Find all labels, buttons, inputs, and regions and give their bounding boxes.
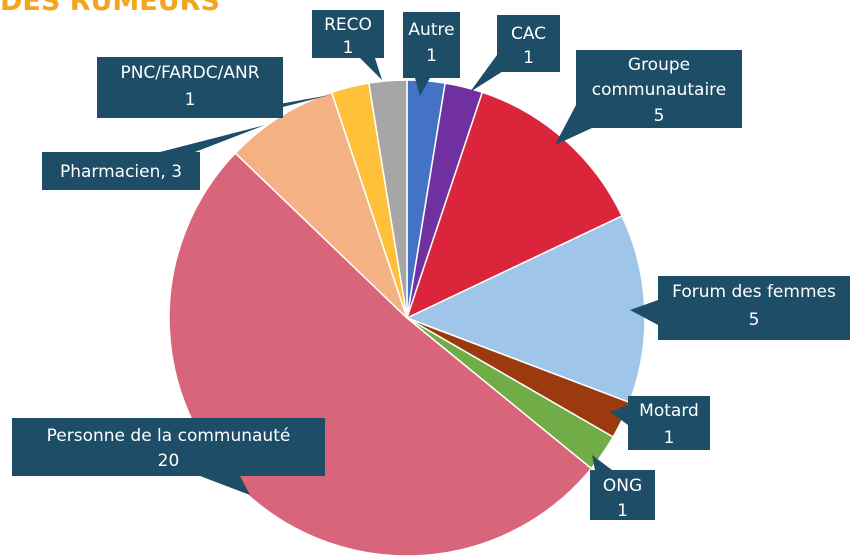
label-box xyxy=(12,418,325,476)
label-box xyxy=(42,152,200,190)
label-box xyxy=(628,396,710,450)
data-label-value: 5 xyxy=(654,106,665,126)
data-label-value: 1 xyxy=(426,46,437,66)
label-pointer xyxy=(610,405,628,425)
data-label-category: Groupe xyxy=(628,55,690,75)
data-label-category: communautaire xyxy=(592,80,727,100)
data-label-value: 1 xyxy=(617,501,628,521)
pie-slice xyxy=(367,79,408,319)
label-box xyxy=(403,12,460,78)
chart-title: DES RUMEURS xyxy=(0,0,220,17)
data-label-category: ONG xyxy=(603,476,642,496)
data-label-value: Pharmacien, 3 xyxy=(60,162,182,182)
data-label-value: 1 xyxy=(185,90,196,110)
data-label-value: 20 xyxy=(158,451,180,471)
label-box xyxy=(658,276,850,340)
data-label-value: 1 xyxy=(343,38,354,58)
label-pointer xyxy=(200,476,250,495)
label-box xyxy=(590,470,655,520)
label-box xyxy=(97,57,283,118)
label-pointer xyxy=(360,58,382,80)
data-label-value: 1 xyxy=(523,48,534,68)
label-box xyxy=(497,15,560,72)
label-box xyxy=(576,50,742,128)
data-label-category: RECO xyxy=(324,15,372,35)
label-pointer xyxy=(592,455,612,470)
label-pointer xyxy=(415,78,430,96)
data-label-category: Autre xyxy=(408,20,454,40)
data-label-category: CAC xyxy=(511,24,546,44)
data-label-category: Forum des femmes xyxy=(672,282,836,302)
data-label-value: 5 xyxy=(749,310,760,330)
data-label-category: Motard xyxy=(639,401,699,421)
data-label-category: PNC/FARDC/ANR xyxy=(120,63,259,83)
data-label-category: Personne de la communauté xyxy=(47,426,291,446)
label-pointer xyxy=(630,300,658,325)
label-pointer xyxy=(160,125,265,152)
label-box xyxy=(312,10,384,58)
data-label-value: 1 xyxy=(664,428,675,448)
